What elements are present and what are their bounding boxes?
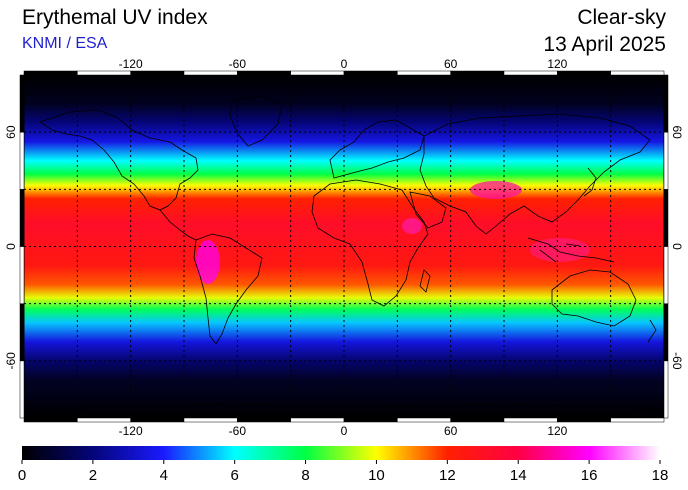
uv-map: -120 -120 -60 -60 0 0 60 60 120 120 60 60 0 0 -60 -60 — [4, 57, 684, 438]
colorbar-labels: 0 2 4 6 8 10 12 14 16 18 — [18, 467, 669, 484]
lat-label-left: 60 — [4, 125, 18, 139]
date-label: 13 April 2025 — [543, 33, 666, 56]
subtitle: KNMI / ESA — [22, 35, 108, 52]
coast-madagascar — [419, 269, 431, 293]
coastlines — [24, 95, 664, 413]
uv-hotspots — [196, 181, 590, 284]
graticule — [24, 75, 664, 418]
title: Erythemal UV index — [22, 6, 208, 29]
colorbar-tick-label: 16 — [581, 467, 598, 484]
lon-label-bottom: -120 — [119, 424, 143, 438]
coast-north-america — [39, 109, 199, 211]
lon-label-top: -60 — [229, 57, 247, 71]
colorbar-tick-label: 8 — [301, 467, 309, 484]
colorbar-tick-label: 2 — [89, 467, 97, 484]
coast-africa — [311, 179, 429, 307]
lon-label-top: 60 — [444, 57, 458, 71]
colorbar-ticks — [21, 460, 661, 464]
coast-antarctica — [24, 403, 664, 413]
coast-south-america — [193, 233, 263, 345]
colorbar-tick-label: 6 — [230, 467, 238, 484]
coast-australia — [551, 269, 637, 327]
coast-japan — [583, 167, 597, 197]
lat-label-right: 60 — [670, 125, 684, 139]
lon-label-bottom: -60 — [229, 424, 247, 438]
colorbar-tick-label: 18 — [652, 467, 669, 484]
colorbar-gradient — [22, 446, 660, 460]
coast-arabia — [409, 191, 447, 229]
coast-central-america — [159, 209, 197, 241]
lon-label-bottom: 0 — [341, 424, 348, 438]
lon-label-top: -120 — [119, 57, 143, 71]
lon-label-top: 0 — [341, 57, 348, 71]
colorbar-tick-label: 0 — [18, 467, 26, 484]
frame-tick-top — [610, 70, 665, 76]
coast-indonesia — [527, 237, 615, 263]
coast-greenland — [229, 95, 283, 147]
mode-label: Clear-sky — [577, 6, 666, 29]
coast-europe — [329, 119, 425, 179]
axis-ticks — [19, 70, 669, 423]
colorbar-tick-label: 12 — [439, 467, 456, 484]
lon-label-bottom: 120 — [547, 424, 567, 438]
tibet-hotspot — [470, 181, 522, 199]
lat-label-left: -60 — [4, 352, 18, 370]
frame-tick-right — [663, 74, 669, 133]
frame-tick-bottom — [610, 417, 665, 423]
lon-label-top: 120 — [547, 57, 567, 71]
axis-labels: -120 -120 -60 -60 0 0 60 60 120 120 60 60 0 0 -60 -60 — [4, 57, 684, 438]
lat-label-right: -60 — [670, 352, 684, 370]
colorbar-tick-label: 10 — [368, 467, 385, 484]
indonesia-hotspot — [530, 238, 590, 262]
lat-label-right: 0 — [670, 243, 684, 250]
lon-label-bottom: 60 — [444, 424, 458, 438]
andes-hotspot — [196, 240, 220, 284]
frame-tick-left — [19, 74, 25, 133]
ethiopia-hotspot — [402, 218, 422, 234]
colorbar-tick-label: 4 — [160, 467, 168, 484]
colorbar-tick-label: 14 — [510, 467, 527, 484]
coast-asia — [419, 113, 651, 235]
coast-new-zealand — [647, 319, 657, 343]
lat-label-left: 0 — [4, 243, 18, 250]
